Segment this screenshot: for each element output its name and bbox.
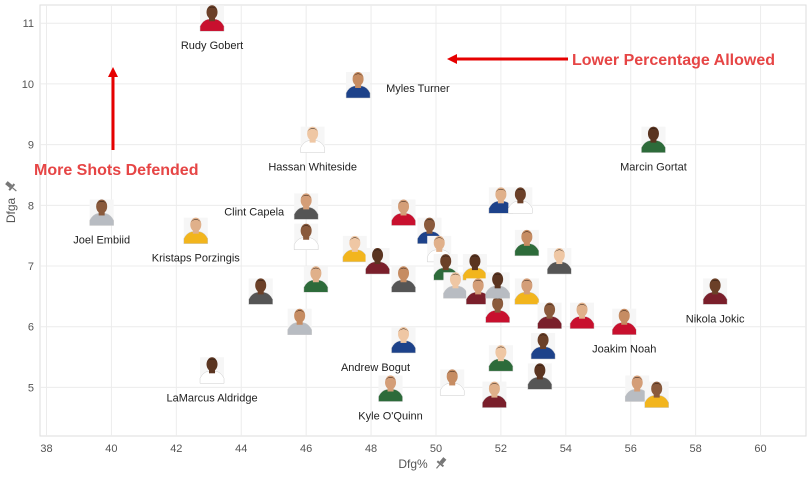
player-label: Kristaps Porzingis — [152, 253, 241, 265]
x-tick-label: 60 — [754, 443, 766, 455]
x-axis-title: Dfg% — [398, 457, 428, 471]
annotations: More Shots Defended Lower Percentage Allo… — [34, 52, 775, 179]
data-point-labeled[interactable] — [199, 357, 225, 384]
player-labels: Rudy Gobert Myles Turner Hassan Whiteside M… — [73, 40, 745, 422]
data-point-labeled[interactable] — [378, 375, 403, 402]
data-point-labeled[interactable] — [89, 199, 114, 226]
player-label: Nikola Jokic — [686, 313, 745, 325]
data-point[interactable] — [462, 254, 488, 281]
y-tick-label: 8 — [28, 200, 34, 212]
x-tick-label: 38 — [40, 443, 52, 455]
data-point[interactable] — [391, 199, 416, 226]
axes: 38 40 42 44 46 48 50 52 54 56 58 60567891011Dfg%Dfg… — [4, 18, 767, 471]
annotation-lower-percentage: Lower Percentage Allowed — [572, 52, 775, 69]
data-point[interactable] — [488, 345, 514, 372]
y-tick-label: 9 — [28, 140, 34, 152]
data-point[interactable] — [287, 308, 312, 335]
y-tick-label: 7 — [28, 261, 34, 273]
player-label: Clint Capela — [224, 206, 285, 218]
data-point[interactable] — [530, 333, 556, 360]
data-point-labeled[interactable] — [183, 217, 209, 244]
x-tick-label: 40 — [105, 443, 117, 455]
data-point-labeled[interactable] — [702, 278, 728, 305]
x-axis-pin-icon[interactable] — [433, 456, 447, 471]
data-point[interactable] — [537, 302, 562, 329]
player-label: Myles Turner — [386, 83, 450, 95]
data-point[interactable] — [644, 381, 669, 408]
grid — [39, 4, 807, 437]
player-label: Rudy Gobert — [181, 40, 243, 52]
data-point[interactable] — [482, 381, 507, 408]
data-point[interactable] — [342, 235, 368, 263]
data-point-labeled[interactable] — [293, 193, 319, 220]
x-tick-label: 52 — [495, 443, 507, 455]
data-point[interactable] — [485, 296, 510, 323]
data-point[interactable] — [547, 248, 572, 275]
data-point[interactable] — [303, 266, 329, 293]
x-tick-label: 54 — [560, 443, 572, 455]
player-label: LaMarcus Aldridge — [166, 392, 257, 404]
x-tick-label: 46 — [300, 443, 312, 455]
data-point[interactable] — [391, 266, 416, 293]
data-point[interactable] — [514, 229, 540, 257]
x-tick-label: 44 — [235, 443, 247, 455]
data-point[interactable] — [485, 272, 510, 299]
x-tick-label: 50 — [430, 443, 442, 455]
data-point-labeled[interactable] — [199, 5, 225, 32]
data-point-labeled[interactable] — [391, 326, 416, 354]
y-tick-label: 6 — [28, 322, 34, 334]
x-tick-label: 56 — [625, 443, 637, 455]
annotation-arrows — [108, 54, 568, 150]
data-point-labeled[interactable] — [611, 308, 637, 335]
x-tick-label: 58 — [690, 443, 702, 455]
x-tick-label: 42 — [170, 443, 182, 455]
data-point-labeled[interactable] — [345, 71, 371, 99]
data-point-labeled[interactable] — [300, 126, 325, 153]
y-axis-title: Dfga — [4, 198, 18, 224]
player-label: Andrew Bogut — [341, 362, 410, 374]
data-points — [89, 5, 728, 408]
data-point[interactable] — [514, 278, 540, 305]
data-point[interactable] — [293, 223, 319, 250]
data-point[interactable] — [365, 248, 390, 275]
player-label: Marcin Gortat — [620, 162, 687, 174]
data-point-labeled[interactable] — [641, 126, 666, 153]
player-label: Hassan Whiteside — [268, 162, 357, 174]
y-tick-label: 5 — [28, 382, 34, 394]
data-point[interactable] — [527, 363, 553, 390]
annotation-more-shots: More Shots Defended — [34, 162, 198, 179]
y-tick-label: 10 — [22, 79, 34, 91]
data-point[interactable] — [508, 187, 533, 214]
data-point[interactable] — [443, 272, 468, 299]
y-tick-label: 11 — [23, 18, 34, 30]
data-point[interactable] — [569, 302, 595, 329]
player-label: Joel Embiid — [73, 234, 130, 246]
player-label: Joakim Noah — [592, 344, 656, 356]
x-tick-label: 48 — [365, 443, 377, 455]
data-point[interactable] — [439, 369, 465, 396]
data-point[interactable] — [248, 278, 273, 305]
player-label: Kyle O'Quinn — [358, 411, 422, 423]
y-axis-pin-icon[interactable] — [4, 180, 19, 194]
